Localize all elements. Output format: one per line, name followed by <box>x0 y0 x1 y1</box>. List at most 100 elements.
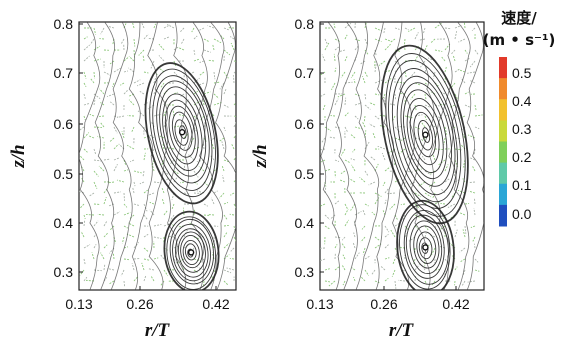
velocity-arrow <box>333 53 336 62</box>
velocity-arrow <box>180 77 185 84</box>
velocity-arrow <box>404 154 410 161</box>
velocity-arrow <box>349 178 356 183</box>
velocity-arrow <box>374 197 380 205</box>
velocity-arrow <box>123 90 128 95</box>
velocity-arrow <box>179 181 185 184</box>
velocity-arrow <box>430 247 436 256</box>
velocity-arrow <box>329 136 336 139</box>
velocity-arrow <box>93 220 99 227</box>
velocity-arrow <box>444 164 449 172</box>
velocity-arrow <box>424 225 429 231</box>
velocity-arrow <box>334 46 340 51</box>
velocity-arrow <box>93 71 96 79</box>
velocity-arrow <box>133 203 140 206</box>
velocity-arrow <box>233 134 236 139</box>
velocity-arrow <box>126 144 135 150</box>
velocity-arrow <box>334 200 340 205</box>
vortex-streamline <box>396 75 456 196</box>
velocity-arrow <box>369 155 376 161</box>
velocity-arrow <box>384 38 392 42</box>
velocity-arrow <box>223 126 226 132</box>
velocity-arrow <box>223 214 228 221</box>
velocity-arrow <box>320 71 326 76</box>
colorbar-gradient <box>499 57 507 227</box>
velocity-arrow <box>414 192 422 198</box>
velocity-arrow <box>374 93 380 96</box>
velocity-arrow <box>123 169 129 172</box>
velocity-arrow <box>151 163 155 172</box>
velocity-arrow <box>414 137 423 141</box>
velocity-arrow <box>223 27 229 31</box>
velocity-arrow <box>83 44 90 51</box>
velocity-arrow <box>394 60 399 65</box>
colorbar-segment <box>499 162 507 185</box>
velocity-arrow <box>444 27 451 30</box>
velocity-arrow <box>364 104 371 110</box>
velocity-arrow <box>474 269 480 272</box>
velocity-arrow <box>414 225 419 230</box>
velocity-arrow <box>381 152 386 161</box>
velocity-arrow <box>83 36 88 40</box>
vortex-streamline <box>159 86 207 177</box>
velocity-arrow <box>443 137 446 145</box>
streamline <box>110 22 133 290</box>
velocity-arrow <box>116 115 125 118</box>
velocity-arrow <box>153 23 157 29</box>
vortex-streamline <box>171 111 193 151</box>
velocity-arrow <box>414 104 417 111</box>
velocity-arrow <box>207 59 215 62</box>
velocity-arrow <box>213 93 220 99</box>
velocity-arrow <box>129 214 135 220</box>
velocity-arrow <box>410 93 416 100</box>
velocity-arrow <box>449 104 456 108</box>
velocity-arrow <box>354 126 363 130</box>
velocity-arrow <box>474 114 483 117</box>
vortex-streamline <box>405 214 445 279</box>
velocity-arrow <box>322 104 326 111</box>
velocity-arrow <box>138 49 145 56</box>
velocity-arrow <box>454 31 458 40</box>
velocity-arrow <box>193 49 196 55</box>
velocity-arrow <box>133 276 138 282</box>
velocity-arrow <box>133 79 141 84</box>
velocity-arrow <box>141 262 145 271</box>
velocity-arrow <box>374 64 377 73</box>
velocity-arrow <box>340 170 346 174</box>
velocity-arrow <box>80 203 85 209</box>
velocity-arrow <box>143 247 149 253</box>
velocity-arrow <box>454 25 462 29</box>
velocity-arrow <box>473 208 476 216</box>
colorbar-segment <box>499 99 507 121</box>
velocity-arrow <box>447 203 456 208</box>
colorbar-tick-label: 0.1 <box>512 177 532 193</box>
velocity-arrow <box>377 145 386 150</box>
velocity-arrow <box>364 93 367 100</box>
vortex-streamline <box>418 237 433 260</box>
velocity-arrow <box>392 258 396 265</box>
velocity-arrow <box>321 54 326 62</box>
velocity-arrow <box>193 100 201 106</box>
velocity-arrow <box>422 27 426 34</box>
velocity-arrow <box>459 212 466 216</box>
velocity-arrow <box>342 254 346 260</box>
x-tick-label: 0.26 <box>370 296 397 312</box>
velocity-arrow <box>79 155 85 161</box>
velocity-arrow <box>103 263 106 271</box>
velocity-arrow <box>364 269 370 276</box>
velocity-arrow <box>424 104 431 108</box>
velocity-arrow <box>374 38 382 43</box>
velocity-arrow <box>210 155 215 161</box>
vortex-streamline <box>396 199 455 290</box>
velocity-arrow <box>97 135 105 139</box>
vortex-streamline <box>149 68 216 198</box>
velocity-arrow <box>341 236 346 241</box>
velocity-arrow <box>434 212 440 216</box>
vortex-streamline <box>409 220 443 275</box>
velocity-arrow <box>320 148 326 151</box>
velocity-arrow <box>350 158 356 161</box>
velocity-arrow <box>123 159 127 165</box>
velocity-arrow <box>320 93 326 98</box>
velocity-arrow <box>143 214 148 220</box>
right-y-axis-label: z/h <box>250 144 271 168</box>
velocity-arrow <box>120 82 125 86</box>
